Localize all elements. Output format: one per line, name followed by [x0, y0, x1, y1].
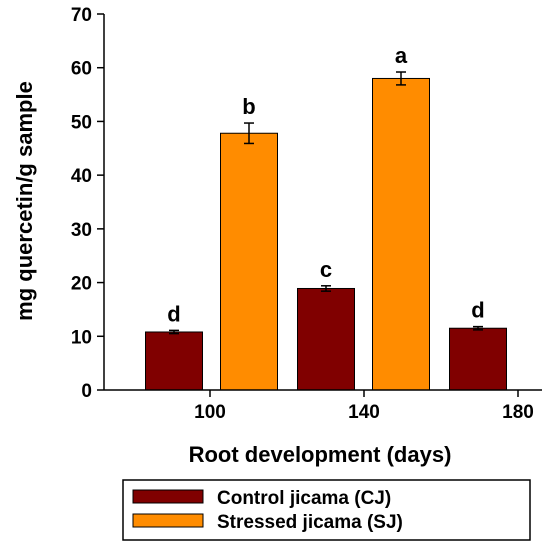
significance-letter: d	[167, 301, 180, 326]
y-tick-label: 60	[71, 59, 92, 80]
bar	[220, 132, 278, 391]
legend: Control jicama (CJ) Stressed jicama (SJ)	[122, 479, 531, 541]
significance-letter: c	[320, 257, 332, 282]
legend-swatch	[132, 513, 204, 528]
significance-letter: d	[471, 298, 484, 323]
y-tick-label: 30	[71, 220, 92, 241]
x-axis-title: Root development (days)	[189, 442, 452, 467]
y-axis-title: mg quercetin/g sample	[12, 81, 37, 321]
y-tick-label: 50	[71, 112, 92, 133]
x-tick-label: 100	[194, 402, 226, 423]
x-tick-label: 180	[502, 402, 534, 423]
bar	[145, 331, 203, 391]
plot-area: d b c a d 0 10 20 30 40 50 60 70 100 140 180	[71, 5, 542, 423]
y-tick-label: 0	[81, 381, 92, 402]
significance-letter: b	[242, 94, 255, 119]
y-tick-label: 10	[71, 327, 92, 348]
significance-letter: a	[395, 43, 408, 68]
legend-label: Control jicama (CJ)	[217, 488, 391, 509]
legend-swatch	[132, 489, 204, 504]
y-tick-label: 70	[71, 5, 92, 26]
y-tick-label: 20	[71, 274, 92, 295]
x-tick-label: 140	[348, 402, 380, 423]
y-tick-label: 40	[71, 166, 92, 187]
legend-label: Stressed jicama (SJ)	[217, 512, 403, 533]
bar	[372, 77, 430, 391]
bar	[297, 287, 355, 391]
bar	[449, 327, 507, 391]
